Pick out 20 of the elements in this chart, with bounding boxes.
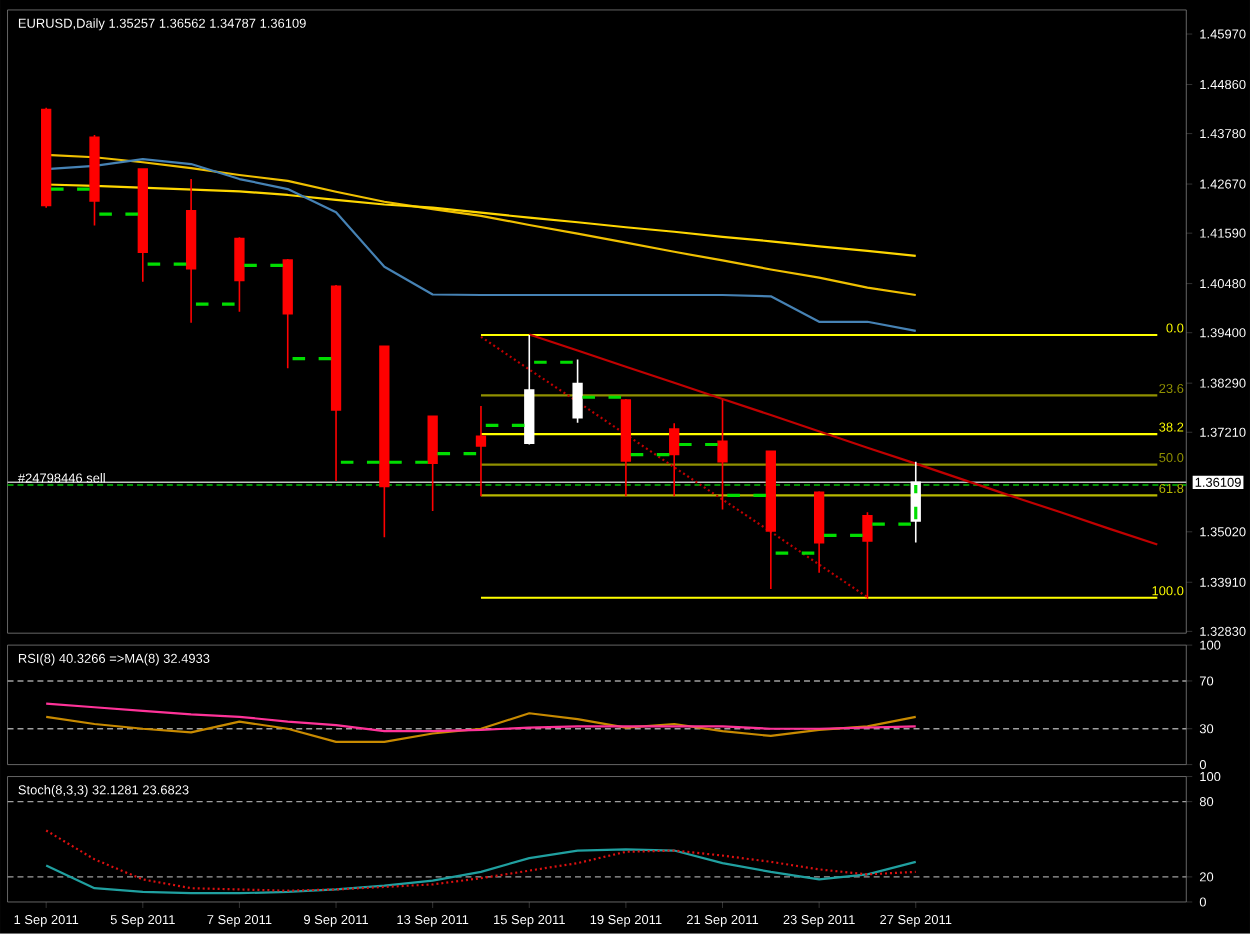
candlestick — [475, 405, 487, 498]
candlestick — [41, 106, 52, 209]
candlestick — [137, 167, 148, 283]
candlestick — [524, 334, 535, 446]
line-series — [45, 712, 917, 744]
candlestick — [379, 344, 390, 539]
candlestick — [572, 358, 583, 424]
candlestick — [813, 490, 825, 574]
candlestick — [234, 236, 245, 313]
candlestick — [669, 422, 680, 498]
candlestick — [862, 511, 873, 600]
candlestick — [89, 134, 100, 227]
line-series — [45, 848, 917, 895]
candlestick — [282, 258, 293, 370]
candlestick — [427, 414, 438, 512]
candlestick — [620, 398, 632, 498]
candlestick — [330, 284, 342, 482]
candlestick — [765, 449, 776, 590]
line-series — [45, 153, 917, 297]
candlestick — [185, 178, 197, 324]
